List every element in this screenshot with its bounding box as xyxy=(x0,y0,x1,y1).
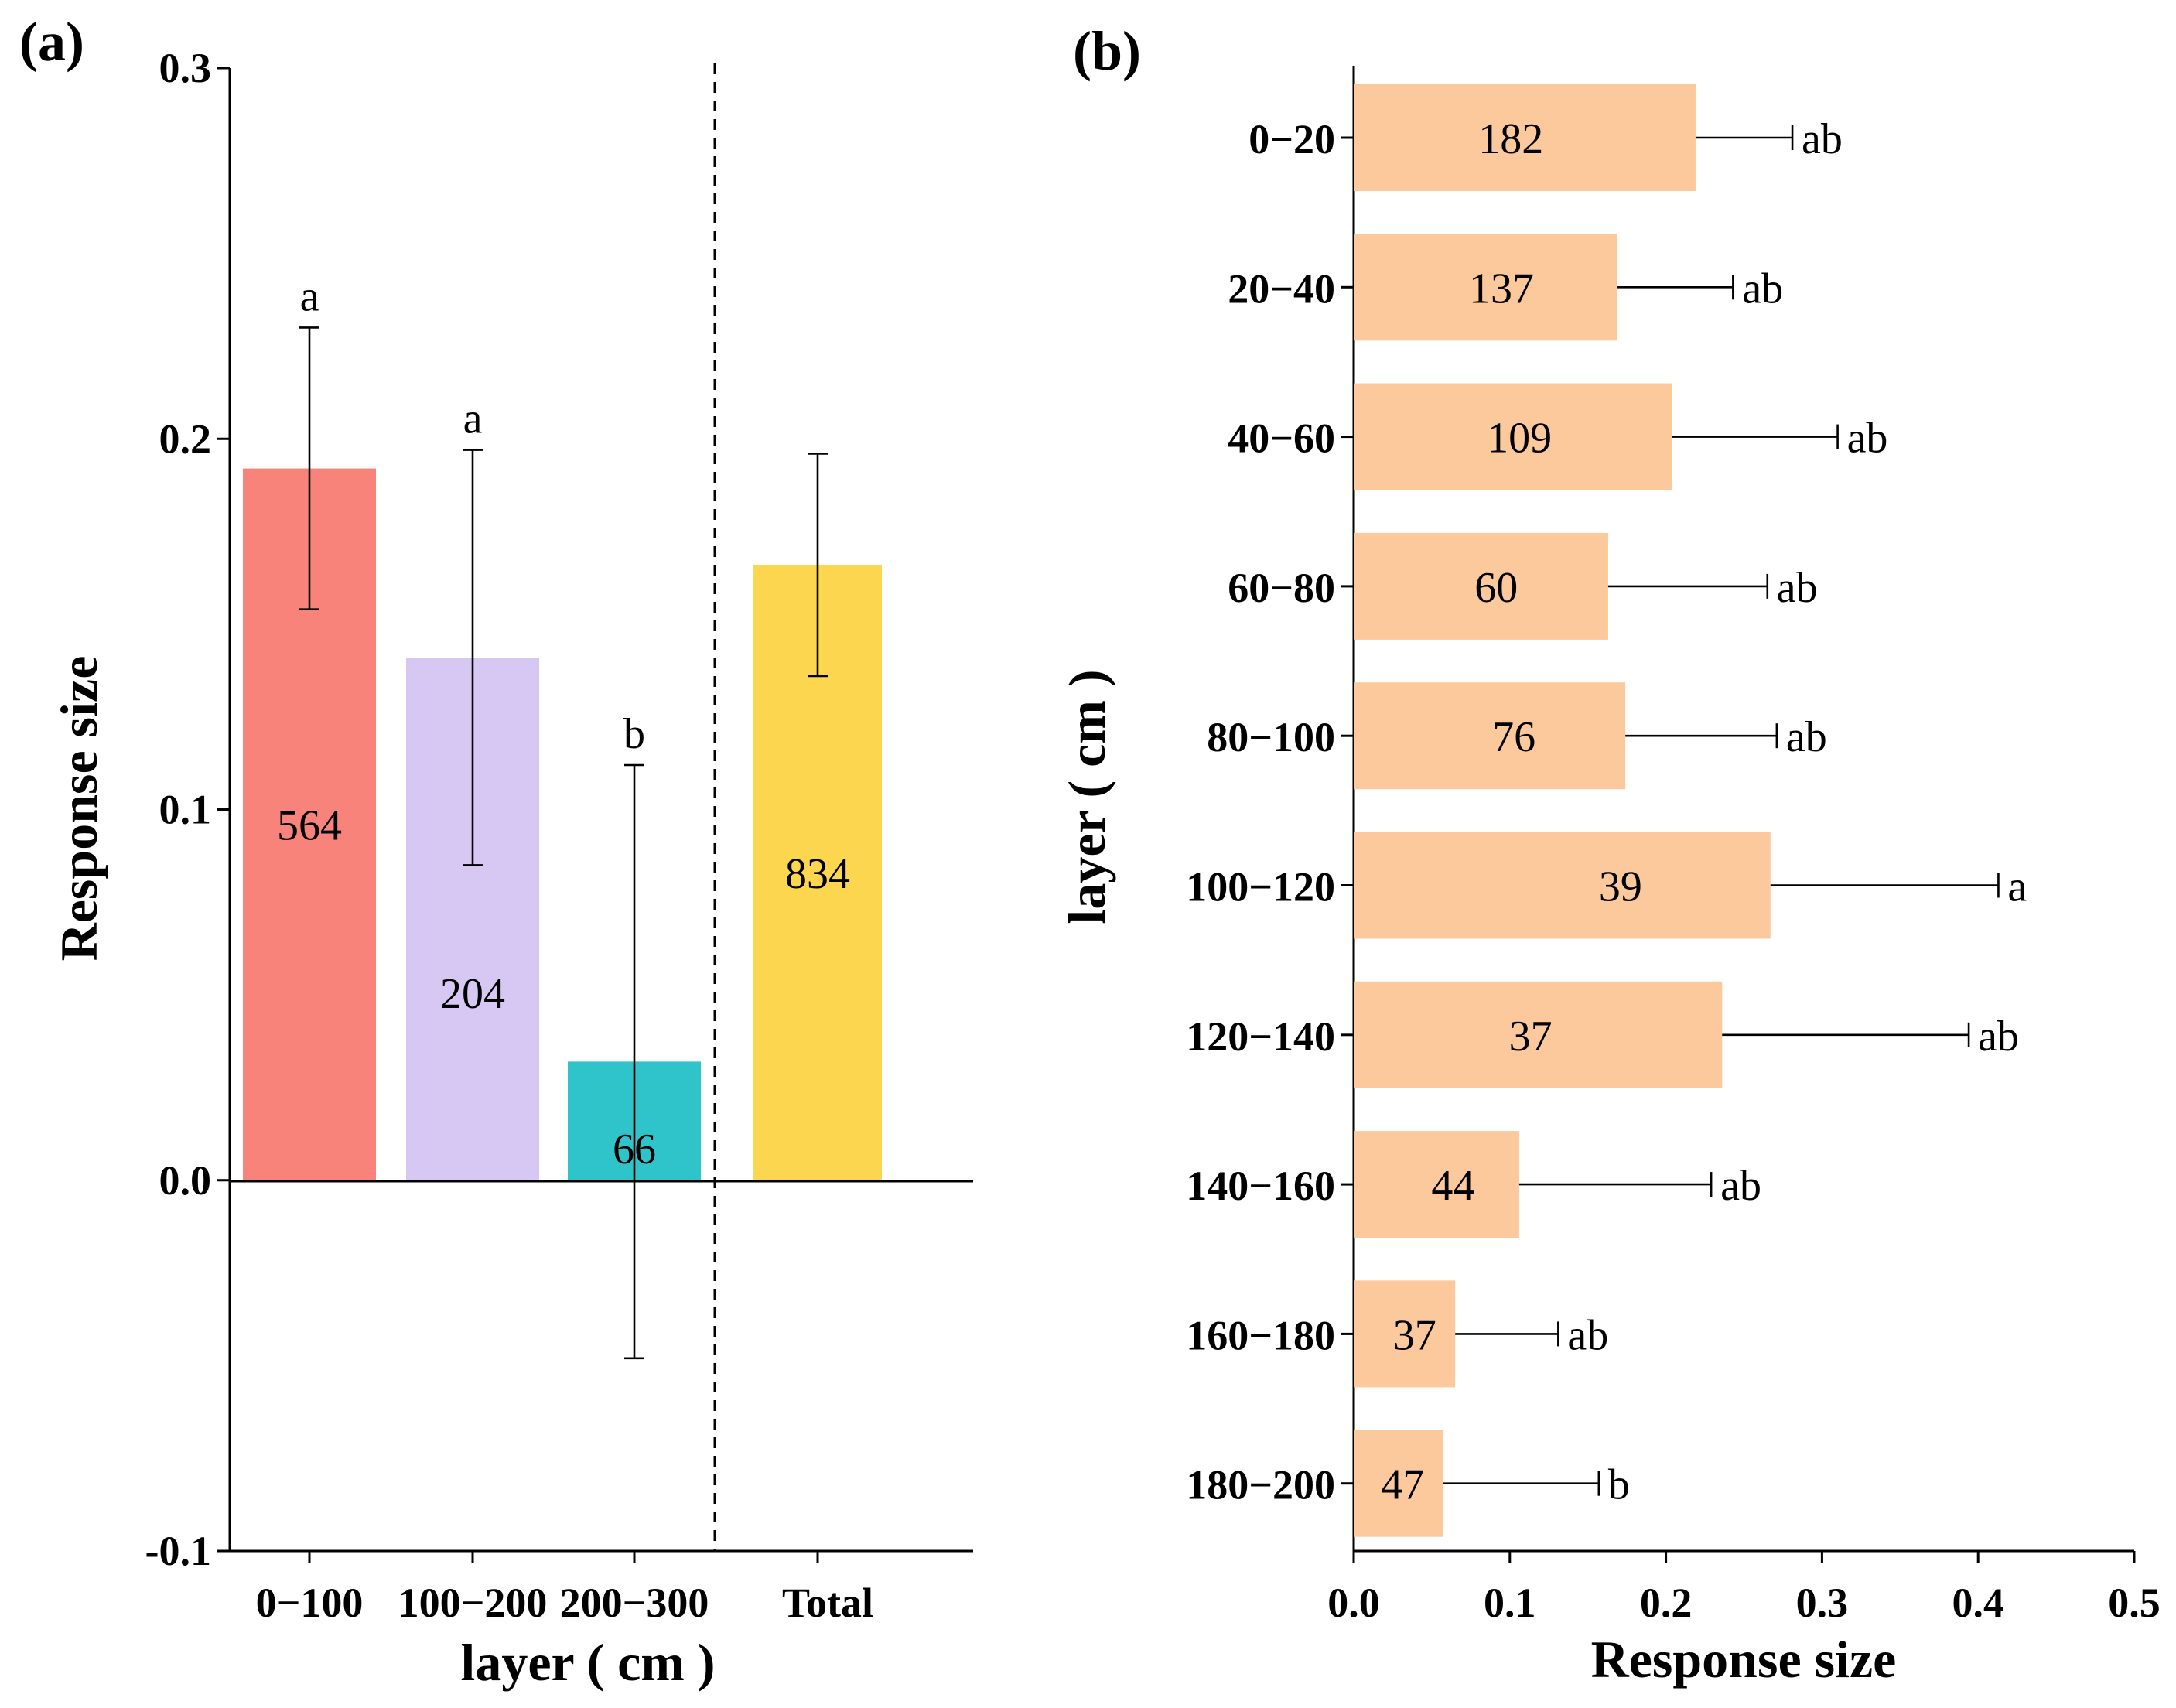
panel-a-sample-size: 834 xyxy=(785,850,850,898)
panel-b-significance-letter: ab xyxy=(1786,713,1827,761)
panel-a-sample-size: 204 xyxy=(440,970,505,1018)
panel-b-x-tick-label: 0.1 xyxy=(1484,1580,1536,1626)
panel-a-label: (a) xyxy=(19,11,84,73)
panel-b-y-tick-label: 120−140 xyxy=(1186,1013,1335,1060)
panel-b-x-tick-label: 0.3 xyxy=(1796,1580,1849,1626)
panel-a-sample-size: 564 xyxy=(277,802,342,850)
panel-b-y-tick-label: 20−40 xyxy=(1228,265,1335,312)
panel-b-sample-size: 39 xyxy=(1599,863,1642,911)
panel-b-sample-size: 37 xyxy=(1393,1311,1436,1359)
panel-a-sample-size: 66 xyxy=(613,1126,656,1173)
panel-b-y-tick-label: 80−100 xyxy=(1207,714,1335,760)
panel-b-x-axis-title: Response size xyxy=(1591,1630,1897,1689)
panel-b-bar xyxy=(1354,1430,1443,1537)
panel-a-significance-letter: b xyxy=(623,710,645,758)
panel-b-y-axis-title: layer ( cm ) xyxy=(1057,669,1116,924)
panel-a-y-tick-label: 0.1 xyxy=(159,787,212,833)
panel-b-bar xyxy=(1354,84,1696,191)
panel-b-significance-letter: ab xyxy=(1567,1311,1608,1359)
panel-b-sample-size: 182 xyxy=(1478,115,1543,163)
panel-b-y-tick-label: 140−160 xyxy=(1186,1163,1335,1209)
panel-b-x-tick-label: 0.5 xyxy=(2108,1580,2161,1626)
panel-a-y-tick-label: 0.0 xyxy=(159,1157,212,1204)
panel-b-bar xyxy=(1354,1131,1519,1238)
panel-a-significance-letter: a xyxy=(300,272,319,320)
panel-a-x-tick-label: Total xyxy=(782,1580,873,1626)
panel-b-significance-letter: b xyxy=(1608,1461,1630,1509)
panel-b-significance-letter: ab xyxy=(1720,1162,1761,1210)
panel-a-x-tick-label: 0−100 xyxy=(256,1580,364,1626)
panel-b-bar xyxy=(1354,981,1723,1088)
panel-b-y-tick-label: 160−180 xyxy=(1186,1312,1335,1358)
panel-b-sample-size: 137 xyxy=(1469,265,1534,313)
panel-a-x-tick-label: 200−300 xyxy=(560,1580,709,1626)
panel-b-significance-letter: ab xyxy=(1742,265,1783,313)
panel-b-y-tick-label: 0−20 xyxy=(1249,116,1335,162)
panel-a-x-tick-label: 100−200 xyxy=(398,1580,548,1626)
panel-a-y-tick-label: 0.2 xyxy=(159,415,212,462)
panel-a: (a) -0.1 0.0 0.1 0.2 0.3 a 564 a 204 b 66 834 0−10… xyxy=(19,11,973,1692)
panel-a-y-tick-label: -0.1 xyxy=(145,1528,211,1574)
panel-b: (b) ab1820−20ab13720−40ab10940−60ab6060−… xyxy=(1057,20,2161,1689)
panel-b-y-tick-label: 40−60 xyxy=(1228,415,1335,462)
panel-b-significance-letter: ab xyxy=(1978,1013,2019,1061)
panel-b-significance-letter: ab xyxy=(1802,115,1843,163)
panel-b-bar xyxy=(1354,532,1608,640)
panel-b-sample-size: 47 xyxy=(1381,1461,1424,1509)
panel-b-significance-letter: ab xyxy=(1847,415,1888,463)
panel-b-x-tick-label: 0.4 xyxy=(1952,1580,2004,1626)
panel-b-y-tick-label: 60−80 xyxy=(1228,565,1335,611)
panel-b-bar xyxy=(1354,383,1672,490)
panel-b-sample-size: 109 xyxy=(1487,415,1552,463)
panel-b-x-tick-label: 0.0 xyxy=(1327,1580,1380,1626)
panel-b-y-tick-label: 100−120 xyxy=(1186,864,1335,910)
panel-b-sample-size: 44 xyxy=(1431,1162,1474,1210)
panel-b-label: (b) xyxy=(1073,20,1141,82)
panel-b-bar xyxy=(1354,682,1626,790)
panel-a-significance-letter: a xyxy=(463,395,483,443)
panel-b-bar xyxy=(1354,832,1771,939)
panel-b-sample-size: 76 xyxy=(1492,713,1535,761)
panel-b-sample-size: 60 xyxy=(1474,564,1518,612)
panel-b-x-tick-label: 0.2 xyxy=(1640,1580,1693,1626)
panel-b-significance-letter: ab xyxy=(1777,564,1818,612)
panel-b-bar xyxy=(1354,234,1618,341)
panel-b-significance-letter: a xyxy=(2007,863,2027,911)
panel-b-y-tick-label: 180−200 xyxy=(1186,1462,1335,1508)
panel-b-bar xyxy=(1354,1280,1456,1388)
panel-a-x-axis-title: layer ( cm ) xyxy=(460,1633,715,1692)
panel-a-y-axis-title: Response size xyxy=(50,656,108,962)
panel-b-sample-size: 37 xyxy=(1509,1013,1553,1061)
panel-a-y-tick-label: 0.3 xyxy=(159,45,212,91)
